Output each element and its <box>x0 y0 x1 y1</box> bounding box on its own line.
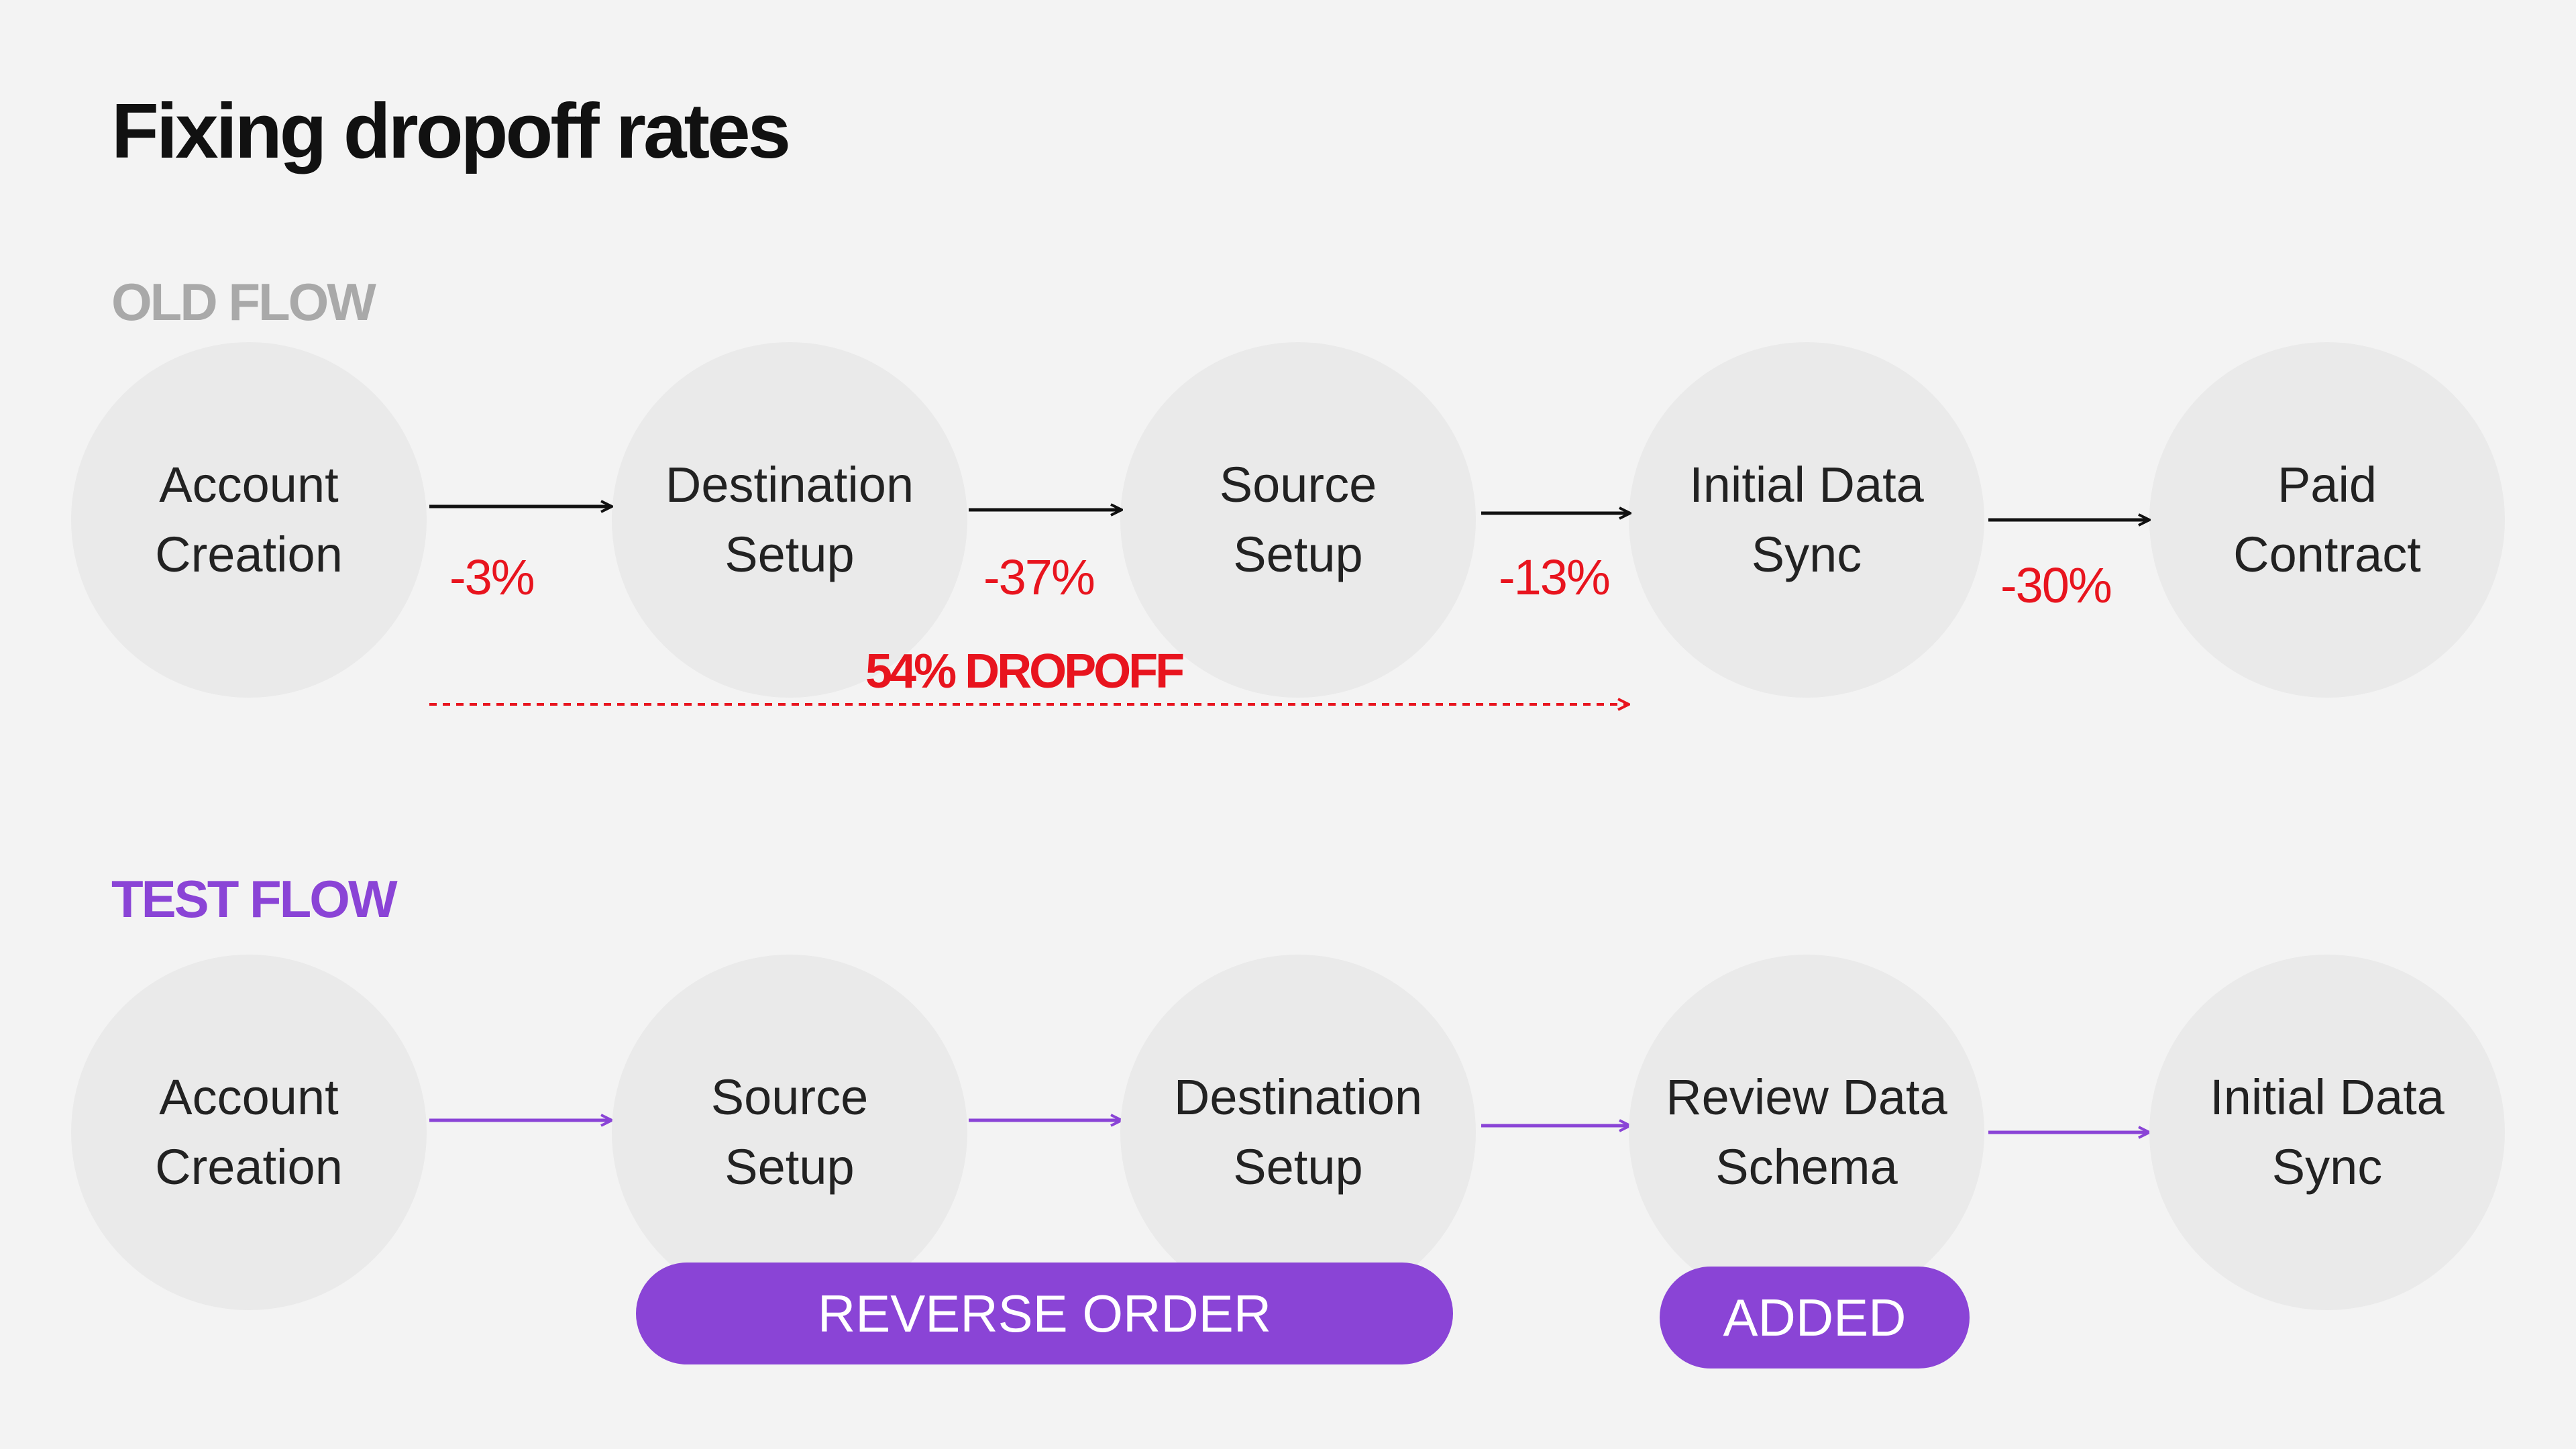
test-step-account-creation: Account Creation <box>71 955 427 1310</box>
test-step-source-setup: Source Setup <box>612 955 967 1310</box>
old-step-account-creation: Account Creation <box>71 342 427 698</box>
test-flow-label: TEST FLOW <box>111 869 398 928</box>
test-step-review-data-schema: Review Data Schema <box>1629 955 1984 1310</box>
old-step-source-setup: Source Setup <box>1120 342 1476 698</box>
dropoff-pct-1: -3% <box>449 549 535 605</box>
old-step-paid-contract: Paid Contract <box>2149 342 2505 698</box>
dropoff-pct-4: -30% <box>2000 557 2112 613</box>
dropoff-pct-3: -13% <box>1499 549 1611 605</box>
reverse-order-badge: REVERSE ORDER <box>636 1263 1453 1364</box>
test-step-destination-setup: Destination Setup <box>1120 955 1476 1310</box>
test-step-initial-data-sync: Initial Data Sync <box>2149 955 2505 1310</box>
old-flow-label: OLD FLOW <box>111 272 376 331</box>
page-title: Fixing dropoff rates <box>111 87 791 174</box>
added-badge: ADDED <box>1660 1267 1970 1368</box>
dropoff-pct-2: -37% <box>983 549 1095 605</box>
total-dropoff-label: 54% DROPOFF <box>865 645 1185 698</box>
old-step-destination-setup: Destination Setup <box>612 342 967 698</box>
old-step-initial-data-sync: Initial Data Sync <box>1629 342 1984 698</box>
